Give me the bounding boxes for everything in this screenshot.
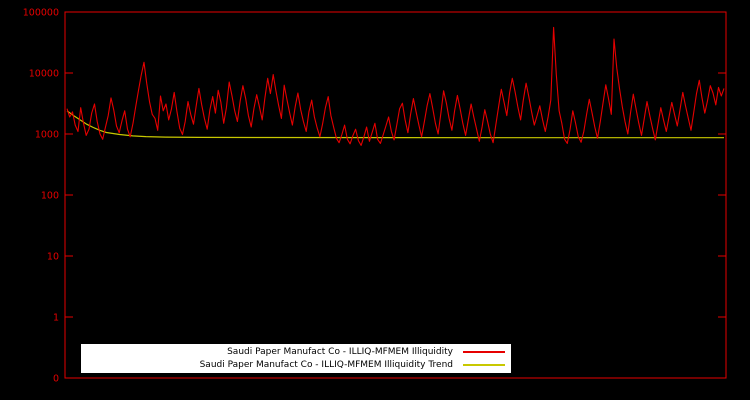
legend-line-sample-trend bbox=[463, 363, 505, 366]
y-tick-label: 100000 bbox=[23, 8, 59, 19]
y-tick-label: 0 bbox=[53, 374, 59, 385]
y-tick-label: 1 bbox=[53, 313, 59, 324]
legend-row-illiquidity: Saudi Paper Manufact Co - ILLIQ-MFMEM Il… bbox=[87, 345, 505, 358]
chart-legend: Saudi Paper Manufact Co - ILLIQ-MFMEM Il… bbox=[80, 343, 512, 374]
y-tick-label: 1000 bbox=[35, 130, 59, 141]
axis-frame bbox=[64, 11, 727, 379]
legend-label-trend: Saudi Paper Manufact Co - ILLIQ-MFMEM Il… bbox=[199, 359, 453, 370]
legend-label-illiquidity: Saudi Paper Manufact Co - ILLIQ-MFMEM Il… bbox=[227, 346, 453, 357]
legend-row-trend: Saudi Paper Manufact Co - ILLIQ-MFMEM Il… bbox=[87, 358, 505, 371]
y-tick-label: 10000 bbox=[29, 69, 59, 80]
legend-line-sample-illiquidity bbox=[463, 350, 505, 353]
illiquidity-line bbox=[66, 26, 725, 146]
y-tick-label: 100 bbox=[41, 191, 59, 202]
y-tick-label: 10 bbox=[47, 252, 59, 263]
